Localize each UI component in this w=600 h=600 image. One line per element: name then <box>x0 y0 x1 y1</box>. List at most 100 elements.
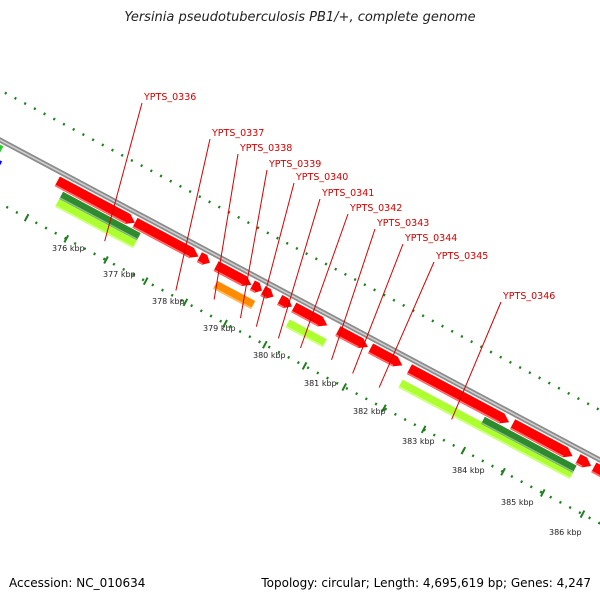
gene-label-leader-2 <box>175 138 211 291</box>
kbp-tick-label-4: 379 kbp <box>203 324 236 333</box>
outer-tick-mark <box>341 383 347 392</box>
green-feature <box>0 144 4 153</box>
gene-label-leader-4 <box>239 169 268 319</box>
backbone-highlight <box>0 139 600 461</box>
cds-arrow-13-body <box>575 454 592 468</box>
cds-arrow-5 <box>249 280 262 293</box>
cds-arrow-14-shine <box>591 470 600 477</box>
cds-arrow-14 <box>591 462 600 478</box>
kbp-tick-label-5: 380 kbp <box>253 351 286 360</box>
kbp-tick-label-6: 381 kbp <box>304 379 337 388</box>
cds-arrow-12 <box>510 419 573 458</box>
gene-block-0336-dark <box>59 191 141 241</box>
outer-tick-mark <box>103 255 109 265</box>
cds-arrow-2-body <box>132 217 199 258</box>
gene-block-0336-light <box>55 198 137 249</box>
outer-tick-mark <box>539 488 546 497</box>
gene-label-6: YPTS_0341 <box>321 188 374 199</box>
cds-arrow-6 <box>260 286 274 299</box>
gene-label-11: YPTS_0346 <box>502 291 555 302</box>
genome-title: Yersinia pseudotuberculosis PB1/+, compl… <box>124 10 476 25</box>
kbp-tick-label-3: 378 kbp <box>152 297 185 306</box>
outer-tick-mark <box>142 277 149 286</box>
gene-block-0346-light-body <box>398 379 574 479</box>
ring-lines <box>0 88 600 525</box>
gene-block-0336-dark-body <box>59 191 141 241</box>
gene-block-0336-dark-shine <box>59 197 138 241</box>
cds-arrow-13 <box>575 454 592 468</box>
gene-block-0346-dark <box>481 416 577 473</box>
gene-label-3: YPTS_0338 <box>239 143 292 154</box>
cds-arrow-8 <box>291 302 328 327</box>
green-feature-body <box>0 144 4 153</box>
gene-block-0336-light-body <box>55 198 137 249</box>
genome-summary-text: Topology: circular; Length: 4,695,619 bp… <box>261 576 591 590</box>
outer-tick-mark <box>381 404 387 413</box>
gene-label-leader-10 <box>378 261 435 388</box>
accession-text: Accession: NC_010634 <box>9 576 146 590</box>
kbp-tick-label-10: 385 kbp <box>501 498 534 507</box>
gene-label-leader-6 <box>277 198 321 339</box>
gene-label-7: YPTS_0342 <box>349 203 402 214</box>
outer-tick-mark <box>500 467 506 476</box>
gene-block-0336-light-shine <box>55 205 134 248</box>
cds-arrow-2-shine <box>132 226 190 258</box>
cds-arrow-13-shine <box>575 462 583 468</box>
cds-arrow-12-shine <box>510 427 564 458</box>
cds-arrow-11-shine <box>406 372 501 424</box>
cds-arrow-14-body <box>591 462 600 478</box>
kbp-tick-label-9: 384 kbp <box>452 466 485 475</box>
gene-block-0346-dark-body <box>481 416 577 473</box>
feature-layer <box>0 144 600 479</box>
blue-feature-body <box>0 160 3 166</box>
gene-block-0346-dark-shine <box>481 422 574 473</box>
gene-label-2: YPTS_0337 <box>211 128 264 139</box>
cds-arrow-11-body <box>406 364 510 424</box>
gene-label-1: YPTS_0336 <box>143 92 196 103</box>
orange-feature-0338-body <box>213 280 256 309</box>
gene-label-leader-8 <box>331 228 376 361</box>
kbp-tick-layer: 376 kbp 377 kbp 378 kbp 379 kbp 380 kbp 381 k… <box>52 244 582 537</box>
kbp-tick-label-7: 382 kbp <box>353 407 386 416</box>
cds-arrow-8-shine <box>291 310 319 327</box>
outer-tick-mark <box>182 298 189 307</box>
cds-arrow-1 <box>54 176 135 224</box>
cds-arrow-12-body <box>510 419 573 458</box>
gene-label-layer: YPTS_0336 YPTS_0337 YPTS_0338 YPTS_0339 YPTS… <box>104 92 555 420</box>
cds-arrow-7-shine <box>277 303 285 308</box>
cds-arrow-3-body <box>196 252 210 265</box>
kbp-tick-label-8: 383 kbp <box>402 437 435 446</box>
cds-arrow-3 <box>196 252 210 265</box>
outer-tick-mark <box>420 425 427 434</box>
cds-arrow-9-body <box>335 326 368 349</box>
gene-label-leader-5 <box>255 182 295 327</box>
outer-tick-mark <box>262 340 268 349</box>
gene-label-leader-1 <box>104 102 143 242</box>
cds-arrow-3-shine <box>196 260 203 265</box>
gene-label-leader-7 <box>300 213 349 349</box>
cds-arrow-5-body <box>249 280 262 293</box>
outer-tick-mark <box>63 234 70 243</box>
gene-label-leader-11 <box>451 301 502 420</box>
kbp-tick-label-1: 376 kbp <box>52 244 85 253</box>
cds-arrow-10-body <box>367 343 403 367</box>
blue-feature <box>0 160 3 166</box>
gene-block-0346-light-shine <box>398 386 571 479</box>
gene-label-9: YPTS_0344 <box>404 233 457 244</box>
cds-arrow-6-body <box>260 286 274 299</box>
cds-arrow-1-body <box>54 176 135 224</box>
gene-block-0346-light <box>398 379 574 479</box>
orange-feature-0338 <box>213 280 256 309</box>
inner-scale-line <box>0 88 600 412</box>
gene-label-10: YPTS_0345 <box>435 251 488 262</box>
outer-tick-mark <box>460 446 467 455</box>
gene-label-leader-3 <box>213 153 239 300</box>
cds-arrow-10-shine <box>368 351 394 367</box>
outer-tick-mark <box>222 319 228 328</box>
gene-label-8: YPTS_0343 <box>376 218 429 229</box>
cds-arrow-8-body <box>291 302 328 327</box>
cds-arrow-11 <box>406 364 510 424</box>
outer-tick-mark <box>301 361 308 370</box>
kbp-tick-label-11: 386 kbp <box>549 528 582 537</box>
